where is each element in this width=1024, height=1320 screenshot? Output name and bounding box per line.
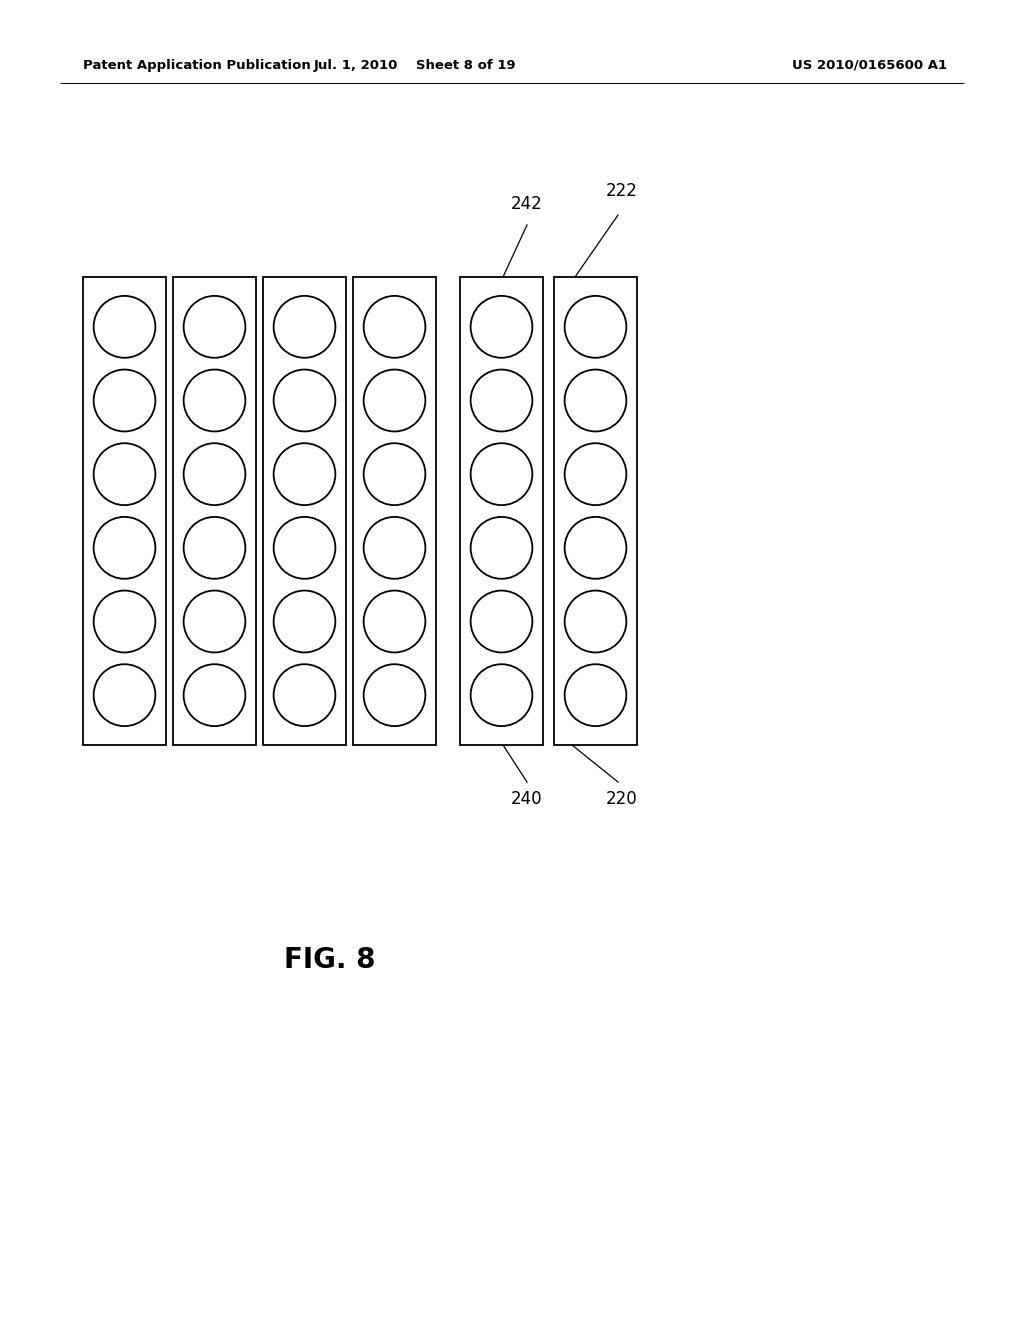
Ellipse shape [183, 296, 246, 358]
Ellipse shape [364, 664, 425, 726]
Ellipse shape [183, 517, 246, 578]
Bar [554, 277, 637, 744]
Ellipse shape [93, 370, 156, 432]
Text: US 2010/0165600 A1: US 2010/0165600 A1 [793, 58, 947, 71]
Ellipse shape [273, 590, 336, 652]
Ellipse shape [564, 517, 627, 578]
Bar [353, 277, 436, 744]
Ellipse shape [364, 590, 425, 652]
Ellipse shape [471, 517, 532, 578]
Ellipse shape [564, 664, 627, 726]
Ellipse shape [564, 296, 627, 358]
Bar [460, 277, 543, 744]
Ellipse shape [364, 370, 425, 432]
Ellipse shape [471, 590, 532, 652]
Text: Jul. 1, 2010    Sheet 8 of 19: Jul. 1, 2010 Sheet 8 of 19 [313, 58, 516, 71]
Ellipse shape [183, 664, 246, 726]
Ellipse shape [183, 590, 246, 652]
Ellipse shape [273, 296, 336, 358]
Ellipse shape [273, 444, 336, 506]
Ellipse shape [471, 296, 532, 358]
Ellipse shape [93, 296, 156, 358]
Ellipse shape [564, 370, 627, 432]
Text: Patent Application Publication: Patent Application Publication [83, 58, 310, 71]
Bar [173, 277, 256, 744]
Ellipse shape [564, 444, 627, 506]
Ellipse shape [183, 370, 246, 432]
Ellipse shape [273, 664, 336, 726]
Ellipse shape [471, 664, 532, 726]
Ellipse shape [564, 590, 627, 652]
Ellipse shape [471, 444, 532, 506]
Ellipse shape [364, 444, 425, 506]
Ellipse shape [93, 590, 156, 652]
Text: 222: 222 [606, 182, 638, 201]
Text: FIG. 8: FIG. 8 [285, 946, 376, 974]
Ellipse shape [93, 664, 156, 726]
Bar [83, 277, 166, 744]
Ellipse shape [183, 444, 246, 506]
Ellipse shape [273, 370, 336, 432]
Bar [263, 277, 346, 744]
Ellipse shape [273, 517, 336, 578]
Ellipse shape [93, 444, 156, 506]
Text: 242: 242 [511, 195, 543, 213]
Ellipse shape [364, 296, 425, 358]
Ellipse shape [364, 517, 425, 578]
Ellipse shape [471, 370, 532, 432]
Text: 220: 220 [606, 789, 638, 808]
Text: 240: 240 [511, 789, 543, 808]
Ellipse shape [93, 517, 156, 578]
